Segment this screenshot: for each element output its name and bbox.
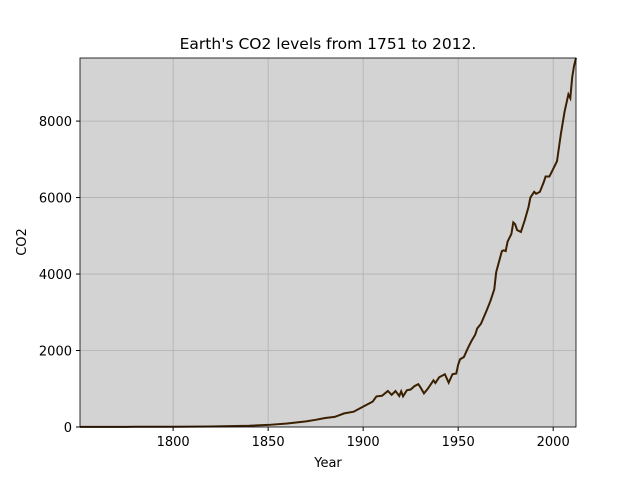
y-axis-label: CO2 [15,228,30,256]
x-tick-label: 1900 [347,435,380,450]
x-tick-label: 1950 [442,435,475,450]
y-tick-label: 8000 [39,115,72,130]
data-line [80,57,577,428]
plot-frame [79,57,577,428]
y-tick-label: 6000 [39,192,72,207]
x-tick-label: 1800 [157,435,190,450]
x-tick-label: 1850 [252,435,285,450]
x-tick-label: 2000 [537,435,570,450]
chart-title: Earth's CO2 levels from 1751 to 2012. [180,35,477,53]
plot-area [80,58,576,427]
x-axis-label: Year [313,456,342,471]
y-tick-label: 4000 [39,268,72,283]
y-tick-label: 0 [64,421,72,436]
y-tick-label: 2000 [39,345,72,360]
